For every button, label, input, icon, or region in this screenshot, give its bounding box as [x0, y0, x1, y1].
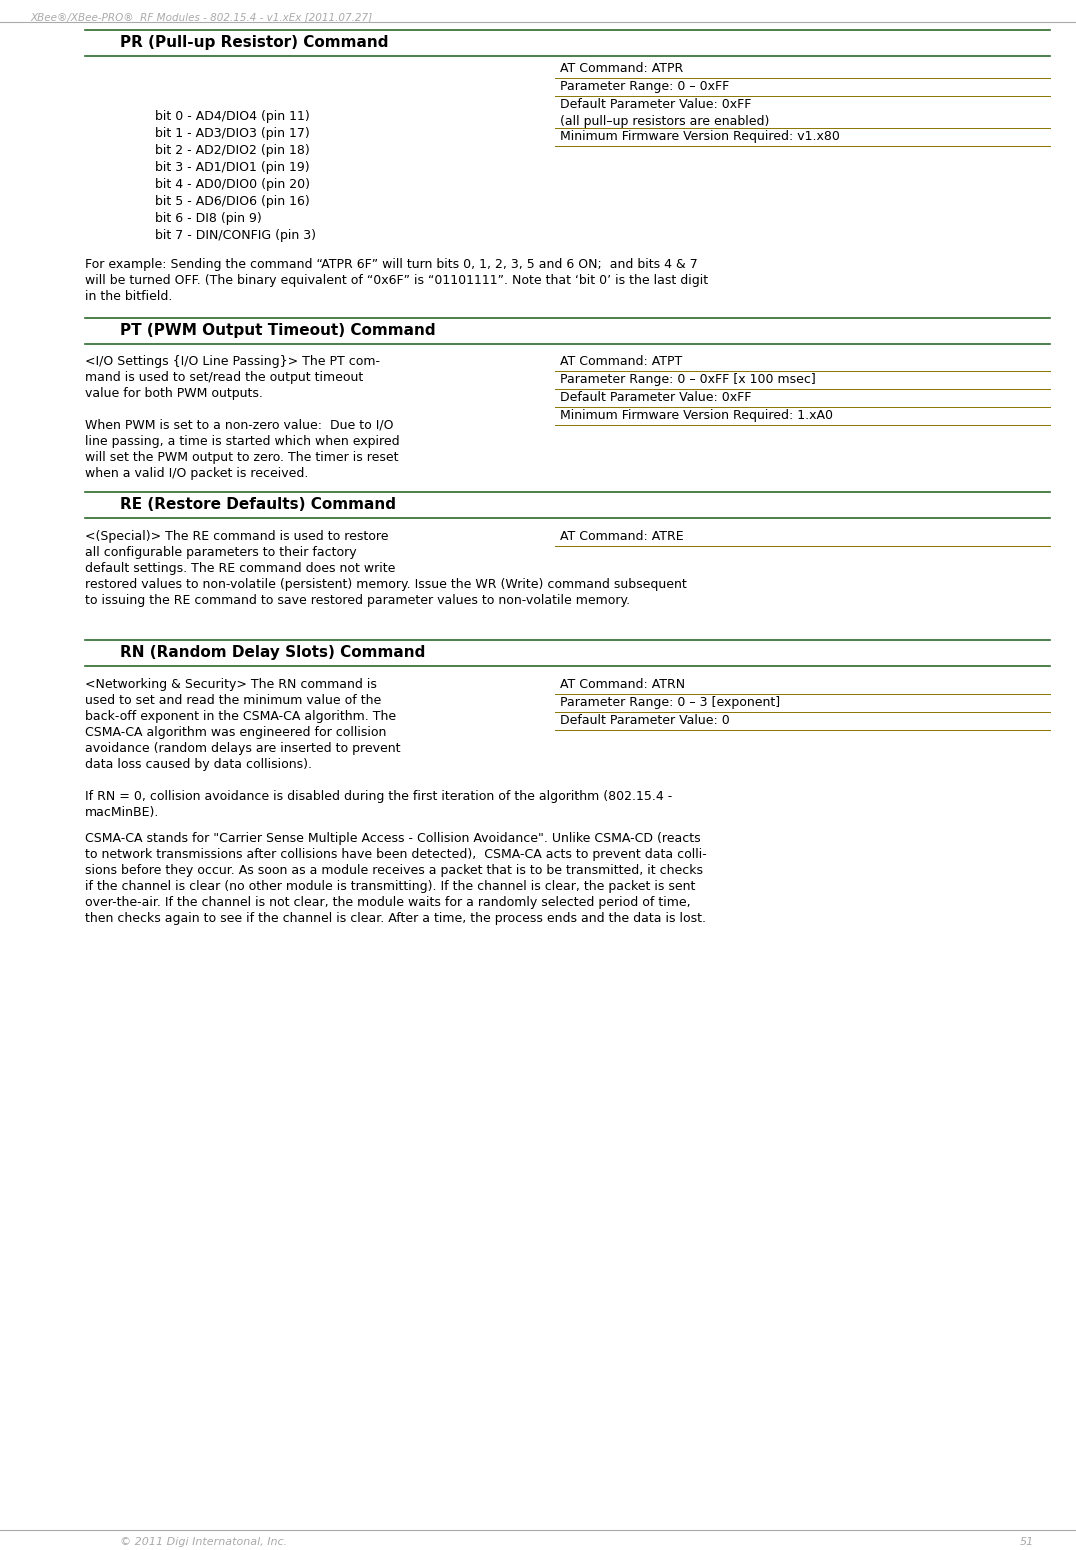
Text: When PWM is set to a non-zero value:  Due to I/O: When PWM is set to a non-zero value: Due… [85, 418, 394, 432]
Text: AT Command: ATRE: AT Command: ATRE [560, 530, 683, 542]
Text: to issuing the RE command to save restored parameter values to non-volatile memo: to issuing the RE command to save restor… [85, 594, 631, 608]
Text: mand is used to set/read the output timeout: mand is used to set/read the output time… [85, 370, 364, 384]
Text: Default Parameter Value: 0xFF
(all pull–up resistors are enabled): Default Parameter Value: 0xFF (all pull–… [560, 98, 769, 129]
Text: AT Command: ATPR: AT Command: ATPR [560, 62, 683, 74]
Text: over-the-air. If the channel is not clear, the module waits for a randomly selec: over-the-air. If the channel is not clea… [85, 896, 691, 908]
Text: CSMA-CA algorithm was engineered for collision: CSMA-CA algorithm was engineered for col… [85, 725, 386, 739]
Text: AT Command: ATRN: AT Command: ATRN [560, 677, 685, 691]
Text: bit 5 - AD6/DIO6 (pin 16): bit 5 - AD6/DIO6 (pin 16) [155, 195, 310, 208]
Text: back-off exponent in the CSMA-CA algorithm. The: back-off exponent in the CSMA-CA algorit… [85, 710, 396, 722]
Text: will be turned OFF. (The binary equivalent of “0x6F” is “01101111”. Note that ‘b: will be turned OFF. (The binary equivale… [85, 274, 708, 287]
Text: bit 1 - AD3/DIO3 (pin 17): bit 1 - AD3/DIO3 (pin 17) [155, 127, 310, 140]
Text: Parameter Range: 0 – 3 [exponent]: Parameter Range: 0 – 3 [exponent] [560, 696, 780, 708]
Text: <I/O Settings {I/O Line Passing}> The PT com-: <I/O Settings {I/O Line Passing}> The PT… [85, 355, 380, 367]
Text: <Networking & Security> The RN command is: <Networking & Security> The RN command i… [85, 677, 377, 691]
Text: bit 0 - AD4/DIO4 (pin 11): bit 0 - AD4/DIO4 (pin 11) [155, 110, 310, 122]
Text: sions before they occur. As soon as a module receives a packet that is to be tra: sions before they occur. As soon as a mo… [85, 863, 703, 877]
Text: line passing, a time is started which when expired: line passing, a time is started which wh… [85, 436, 399, 448]
Text: bit 6 - DI8 (pin 9): bit 6 - DI8 (pin 9) [155, 212, 261, 225]
Text: bit 2 - AD2/DIO2 (pin 18): bit 2 - AD2/DIO2 (pin 18) [155, 144, 310, 157]
Text: Parameter Range: 0 – 0xFF: Parameter Range: 0 – 0xFF [560, 81, 730, 93]
Text: PT (PWM Output Timeout) Command: PT (PWM Output Timeout) Command [121, 322, 436, 338]
Text: macMinBE).: macMinBE). [85, 806, 159, 818]
Text: © 2011 Digi Internatonal, Inc.: © 2011 Digi Internatonal, Inc. [121, 1538, 287, 1547]
Text: in the bitfield.: in the bitfield. [85, 290, 172, 302]
Text: 51: 51 [1020, 1538, 1034, 1547]
Text: Default Parameter Value: 0: Default Parameter Value: 0 [560, 715, 730, 727]
Text: For example: Sending the command “ATPR 6F” will turn bits 0, 1, 2, 3, 5 and 6 ON: For example: Sending the command “ATPR 6… [85, 257, 697, 271]
Text: when a valid I/O packet is received.: when a valid I/O packet is received. [85, 467, 309, 480]
Text: default settings. The RE command does not write: default settings. The RE command does no… [85, 563, 395, 575]
Text: to network transmissions after collisions have been detected),  CSMA-CA acts to : to network transmissions after collision… [85, 848, 707, 860]
Text: RE (Restore Defaults) Command: RE (Restore Defaults) Command [121, 498, 396, 512]
Text: If RN = 0, collision avoidance is disabled during the first iteration of the alg: If RN = 0, collision avoidance is disabl… [85, 790, 673, 803]
Text: bit 7 - DIN/CONFIG (pin 3): bit 7 - DIN/CONFIG (pin 3) [155, 229, 316, 242]
Text: value for both PWM outputs.: value for both PWM outputs. [85, 388, 263, 400]
Text: Minimum Firmware Version Required: v1.x80: Minimum Firmware Version Required: v1.x8… [560, 130, 840, 143]
Text: data loss caused by data collisions).: data loss caused by data collisions). [85, 758, 312, 770]
Text: then checks again to see if the channel is clear. After a time, the process ends: then checks again to see if the channel … [85, 911, 706, 925]
Text: restored values to non-volatile (persistent) memory. Issue the WR (Write) comman: restored values to non-volatile (persist… [85, 578, 686, 591]
Text: XBee®/XBee-PRO®  RF Modules - 802.15.4 - v1.xEx [2011.07.27]: XBee®/XBee-PRO® RF Modules - 802.15.4 - … [30, 12, 372, 22]
Text: Default Parameter Value: 0xFF: Default Parameter Value: 0xFF [560, 391, 751, 405]
Text: if the channel is clear (no other module is transmitting). If the channel is cle: if the channel is clear (no other module… [85, 880, 695, 893]
Text: Minimum Firmware Version Required: 1.xA0: Minimum Firmware Version Required: 1.xA0 [560, 409, 833, 422]
Text: will set the PWM output to zero. The timer is reset: will set the PWM output to zero. The tim… [85, 451, 398, 463]
Text: bit 4 - AD0/DIO0 (pin 20): bit 4 - AD0/DIO0 (pin 20) [155, 178, 310, 191]
Text: AT Command: ATPT: AT Command: ATPT [560, 355, 682, 367]
Text: all configurable parameters to their factory: all configurable parameters to their fac… [85, 546, 356, 560]
Text: used to set and read the minimum value of the: used to set and read the minimum value o… [85, 694, 381, 707]
Text: RN (Random Delay Slots) Command: RN (Random Delay Slots) Command [121, 645, 425, 660]
Text: <(Special)> The RE command is used to restore: <(Special)> The RE command is used to re… [85, 530, 388, 542]
Text: PR (Pull-up Resistor) Command: PR (Pull-up Resistor) Command [121, 36, 388, 50]
Text: CSMA-CA stands for "Carrier Sense Multiple Access - Collision Avoidance". Unlike: CSMA-CA stands for "Carrier Sense Multip… [85, 832, 700, 845]
Text: bit 3 - AD1/DIO1 (pin 19): bit 3 - AD1/DIO1 (pin 19) [155, 161, 310, 174]
Text: avoidance (random delays are inserted to prevent: avoidance (random delays are inserted to… [85, 742, 400, 755]
Text: Parameter Range: 0 – 0xFF [x 100 msec]: Parameter Range: 0 – 0xFF [x 100 msec] [560, 374, 816, 386]
